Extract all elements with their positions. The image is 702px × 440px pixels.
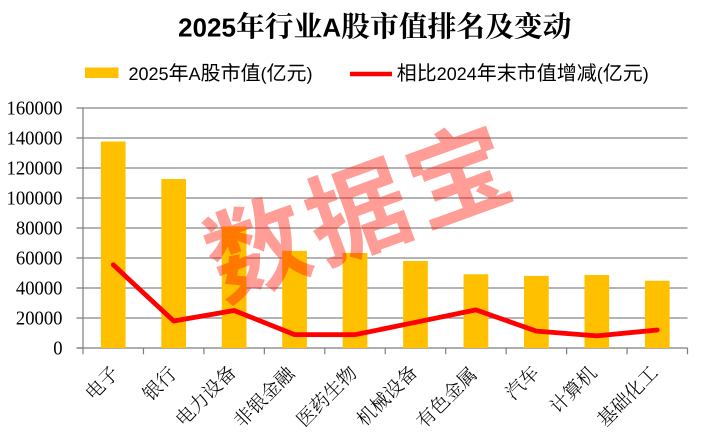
svg-text:100000: 100000 xyxy=(7,188,63,210)
svg-text:40000: 40000 xyxy=(16,278,63,300)
svg-text:140000: 140000 xyxy=(7,128,63,150)
svg-text:160000: 160000 xyxy=(7,98,63,120)
svg-text:80000: 80000 xyxy=(16,218,63,240)
svg-text:60000: 60000 xyxy=(16,248,63,270)
svg-text:120000: 120000 xyxy=(7,158,63,180)
svg-text:0: 0 xyxy=(53,338,62,360)
svg-text:20000: 20000 xyxy=(16,308,63,330)
